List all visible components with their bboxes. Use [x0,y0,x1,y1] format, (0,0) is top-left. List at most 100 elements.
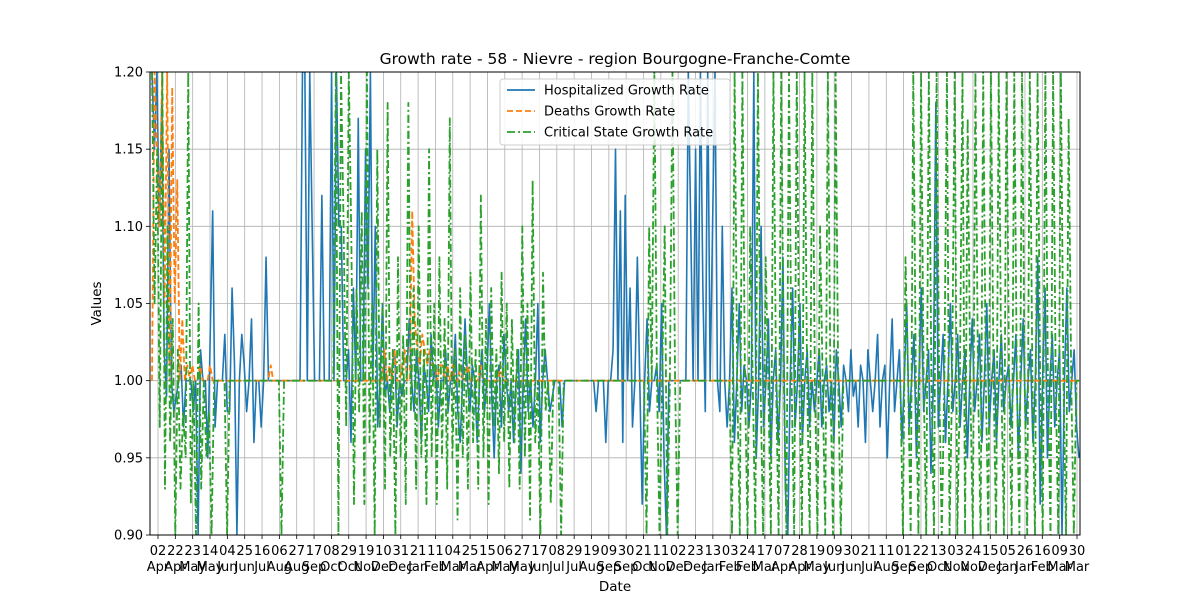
x-tick-day-label: 04 [219,544,236,559]
legend-box [499,78,731,146]
x-tick-day-label: 15 [982,544,999,559]
x-tick-month-label: Apr [164,560,187,575]
x-tick-day-label: 11 [653,544,670,559]
x-tick-day-label: 15 [479,544,496,559]
x-tick-day-label: 29 [340,544,357,559]
x-tick-month-label: Nov [960,560,986,575]
x-tick-day-label: 27 [288,544,305,559]
series-line-3 [151,72,1079,535]
x-tick-month-label: Mar [753,560,778,575]
x-tick-day-label: 23 [687,544,704,559]
x-tick-day-label: 19 [583,544,600,559]
x-tick-month-label: May [509,560,536,575]
x-tick-month-label: Aug [579,560,604,575]
x-tick-day-label: 09 [1051,544,1068,559]
x-tick-day-label: 03 [722,544,739,559]
x-tick-month-label: Aug [267,560,292,575]
x-tick-day-label: 24 [739,544,756,559]
x-tick-month-label: Jul [548,560,565,575]
x-tick-day-label: 06 [271,544,288,559]
x-tick-month-label: Jan [1014,560,1035,575]
x-tick-month-label: Jun [823,560,844,575]
x-tick-day-label: 30 [843,544,860,559]
x-tick-day-label: 09 [826,544,843,559]
x-tick-day-label: 13 [930,544,947,559]
y-tick-label: 1.20 [114,66,143,81]
legend-label: Hospitalized Growth Rate [544,84,709,99]
x-tick-day-label: 02 [150,544,167,559]
x-tick-month-label: Jul [565,560,582,575]
x-tick-month-label: Sep [891,560,916,575]
y-axis-label: Values [89,281,105,325]
x-tick-month-label: Oct [927,560,949,575]
legend-label: Critical State Growth Rate [544,126,713,141]
x-tick-day-label: 23 [184,544,201,559]
x-tick-day-label: 03 [947,544,964,559]
x-tick-month-label: Nov [648,560,674,575]
x-tick-month-label: Oct [337,560,359,575]
chart-title: Growth rate - 58 - Nievre - region Bourg… [380,50,851,68]
x-tick-month-label: Apr [476,560,499,575]
y-axis: 0.90 0.95 1.00 1.05 1.10 1.15 1.20 [114,66,150,544]
x-tick-day-label: 04 [445,544,462,559]
x-tick-day-label: 26 [1017,544,1034,559]
x-tick-month-label: Aug [284,560,309,575]
x-tick-month-label: Mar [1065,560,1090,575]
x-tick-month-label: Dec [978,560,1003,575]
x-tick-day-label: 17 [757,544,774,559]
legend: Hospitalized Growth Rate Deaths Growth Ra… [499,78,731,146]
x-tick-day-label: 10 [375,544,392,559]
x-tick-day-label: 30 [618,544,635,559]
y-tick-label: 1.00 [114,374,143,389]
x-tick-day-label: 31 [392,544,409,559]
x-tick-month-label: Jun [840,560,861,575]
x-tick-month-label: Apr [788,560,811,575]
x-tick-day-label: 07 [774,544,791,559]
x-tick-month-label: Oct [320,560,342,575]
x-tick-day-label: 14 [202,544,219,559]
x-tick-month-label: Dec [388,560,413,575]
legend-label: Deaths Growth Rate [544,105,675,120]
x-tick-day-label: 05 [999,544,1016,559]
x-tick-day-label: 16 [1034,544,1051,559]
x-tick-day-label: 25 [462,544,479,559]
y-tick-label: 0.90 [114,529,143,544]
x-tick-day-label: 19 [358,544,375,559]
x-tick-month-label: Feb [719,560,742,575]
x-tick-day-label: 16 [254,544,271,559]
x-tick-month-label: Apr [771,560,794,575]
x-axis-label: Date [599,579,631,595]
x-tick-month-label: Feb [424,560,447,575]
y-tick-label: 1.15 [114,143,143,158]
x-tick-month-label: Sep [597,560,622,575]
x-tick-day-label: 22 [913,544,930,559]
x-tick-month-label: Jul [253,560,270,575]
x-tick-day-label: 08 [323,544,340,559]
x-tick-month-label: May [197,560,224,575]
series-layer [151,72,1080,535]
x-tick-day-label: 08 [549,544,566,559]
x-tick-month-label: Oct [632,560,654,575]
x-tick-month-label: Dec [371,560,396,575]
x-tick-day-label: 28 [791,544,808,559]
x-tick-day-label: 29 [566,544,583,559]
x-tick-month-label: May [179,560,206,575]
x-tick-day-label: 11 [878,544,895,559]
x-tick-month-label: Sep [909,560,934,575]
x-tick-day-label: 06 [497,544,514,559]
x-tick-day-label: 11 [427,544,444,559]
x-tick-month-label: Aug [874,560,899,575]
x-tick-month-label: Jun [528,560,549,575]
y-tick-label: 1.10 [114,220,143,235]
y-tick-label: 0.95 [114,451,143,466]
x-tick-day-label: 17 [306,544,323,559]
x-tick-day-label: 24 [965,544,982,559]
x-tick-month-label: May [803,560,830,575]
x-tick-day-label: 21 [635,544,652,559]
x-tick-month-label: Sep [302,560,327,575]
x-tick-month-label: Jan [407,560,428,575]
x-tick-day-label: 19 [809,544,826,559]
x-axis: 02Apr22Apr23May14May04Jun25Jun16Jul06Aug… [147,535,1090,575]
x-tick-day-label: 01 [895,544,912,559]
